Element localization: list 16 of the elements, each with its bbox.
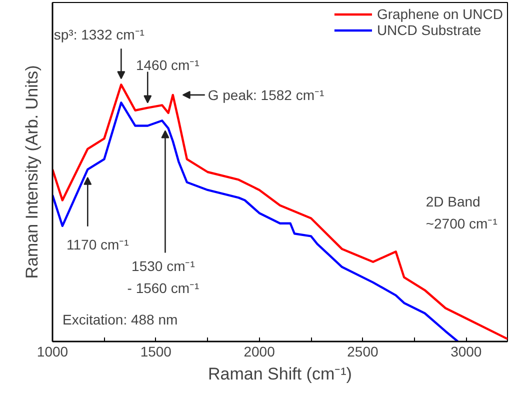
annotation: 2D Band ~2700 cm⁻¹ <box>426 194 498 232</box>
y-axis-title: Raman Intensity (Arb. Units) <box>22 65 42 279</box>
x-tick-label: 2500 <box>347 344 379 360</box>
x-tick-label: 1000 <box>36 344 68 360</box>
x-axis-title: Raman Shift (cm⁻¹) <box>208 364 352 384</box>
annotation: Excitation: 488 nm <box>62 312 178 328</box>
annotation: 1170 cm⁻¹ <box>66 236 130 252</box>
legend-label: UNCD Substrate <box>376 22 482 38</box>
annotation: 1530 cm⁻¹ - 1560 cm⁻¹ <box>127 258 200 296</box>
annotation: 1460 cm⁻¹ <box>136 56 200 73</box>
x-tick-label: 2000 <box>244 344 276 360</box>
x-tick-label: 3000 <box>450 344 482 360</box>
annotation: sp³: 1332 cm⁻¹ <box>54 26 145 43</box>
x-tick-label: 1500 <box>140 344 172 360</box>
annotation: G peak: 1582 cm⁻¹ <box>208 86 324 103</box>
legend-label: Graphene on UNCD <box>376 6 503 22</box>
